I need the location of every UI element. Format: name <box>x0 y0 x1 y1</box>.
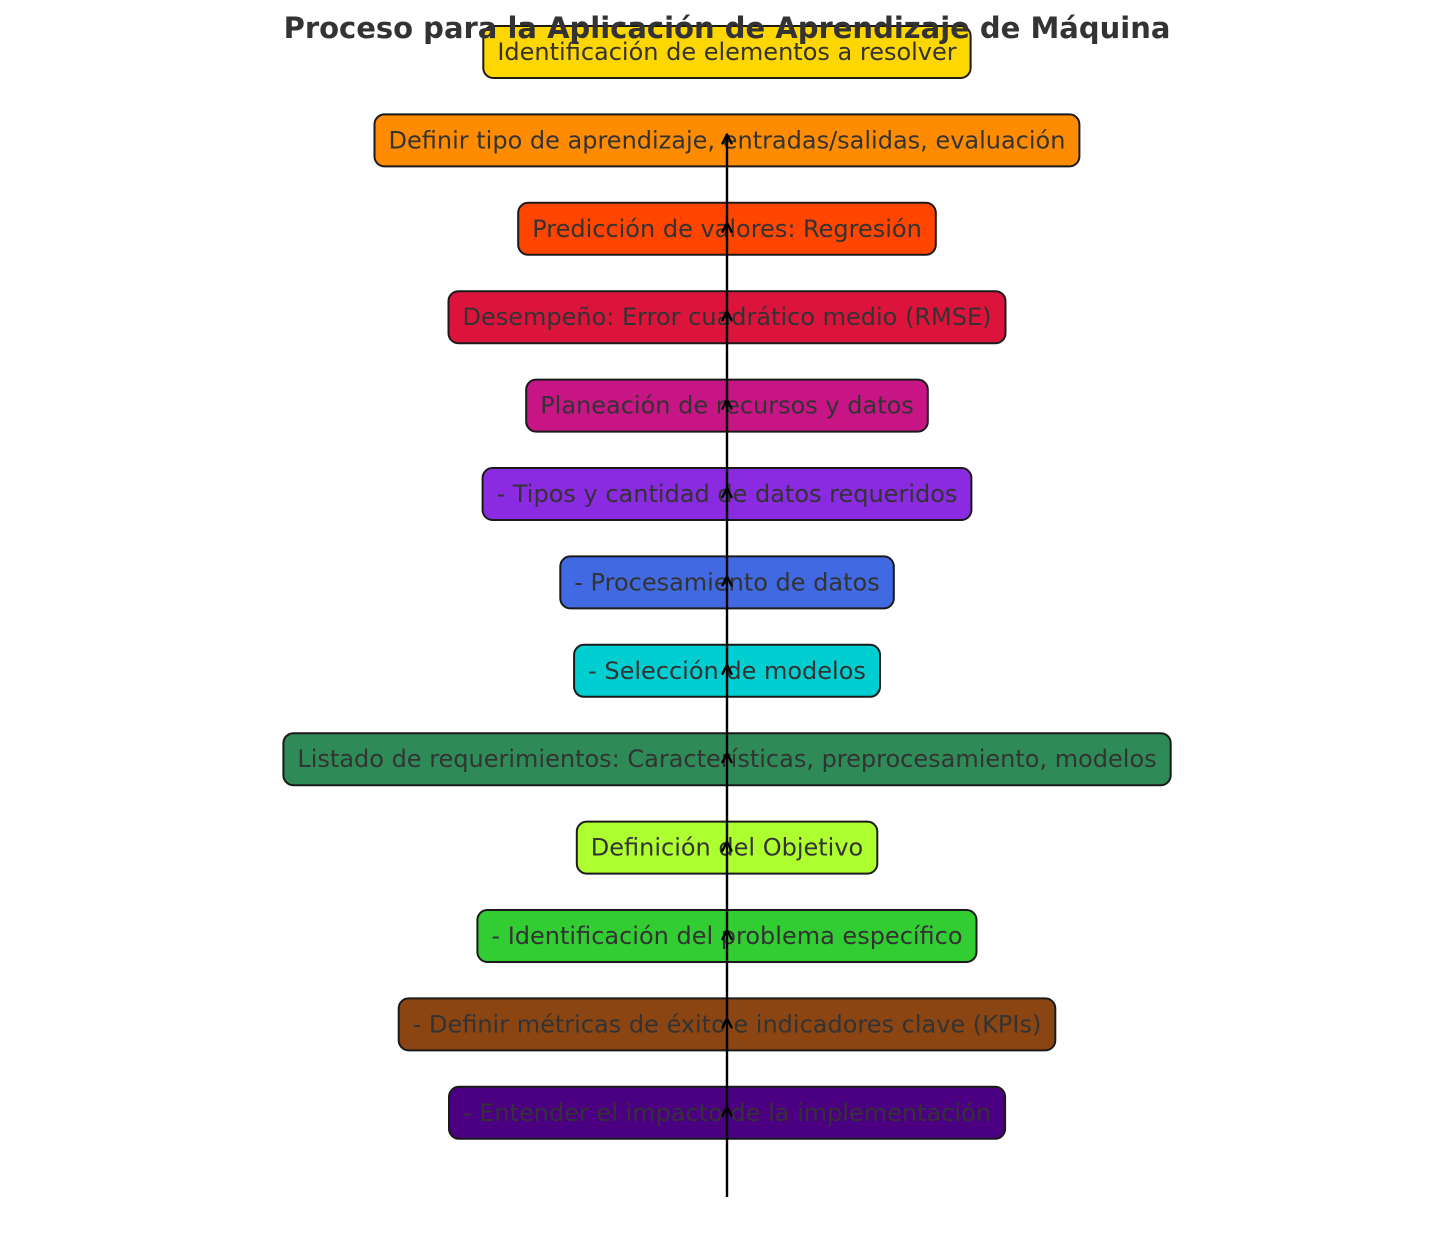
step-box: Identificación de elementos a resolver <box>482 25 972 79</box>
arrow-up-icon <box>721 575 733 587</box>
arrow-up-icon <box>721 840 733 852</box>
arrow-up-icon <box>721 663 733 675</box>
diagram-title: Proceso para la Aplicación de Aprendizaj… <box>284 11 1171 45</box>
arrow-up-icon <box>721 310 733 322</box>
step-box-background <box>482 25 972 79</box>
arrow-up-icon <box>721 486 733 499</box>
arrow-up-icon <box>721 752 733 764</box>
step-label: Identificación de elementos a resolver <box>497 38 956 66</box>
arrow-up-icon <box>721 928 733 941</box>
arrow-up-icon <box>721 133 733 145</box>
arrow-up-icon <box>721 221 733 233</box>
arrow-up-icon <box>721 398 733 410</box>
arrows-layer <box>721 133 733 1197</box>
arrow-up-icon <box>721 1017 733 1029</box>
arrow-up-icon <box>721 1105 733 1117</box>
